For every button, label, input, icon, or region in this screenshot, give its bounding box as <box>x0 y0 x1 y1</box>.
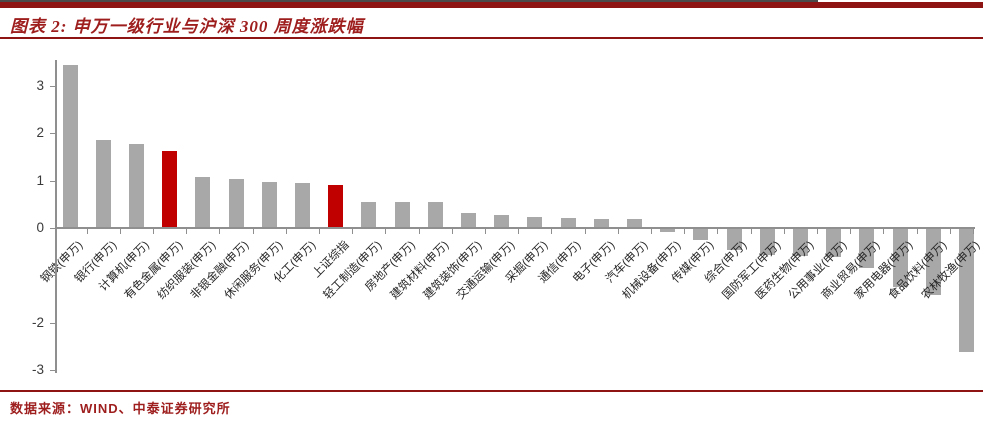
y-tick <box>50 133 55 135</box>
y-tick-label: 0 <box>36 220 44 235</box>
bar-10 <box>361 201 377 228</box>
x-tick <box>684 229 686 234</box>
bar-11 <box>394 202 410 228</box>
bar-24 <box>826 228 842 257</box>
bar-27 <box>925 228 941 296</box>
bar-3 <box>128 144 144 228</box>
bar-4 <box>162 150 178 228</box>
header-accent-bar <box>0 2 983 8</box>
x-tick <box>86 229 88 234</box>
bar-18 <box>626 219 642 228</box>
bar-20 <box>693 228 709 240</box>
x-tick <box>319 229 320 234</box>
y-tick-label: 1 <box>36 172 44 188</box>
x-tick <box>817 229 818 234</box>
bar-26 <box>892 228 908 288</box>
y-axis <box>55 60 57 373</box>
title-underline <box>0 37 983 39</box>
x-tick <box>285 229 287 234</box>
bar-2 <box>95 140 111 228</box>
x-tick <box>551 229 553 234</box>
x-tick <box>584 229 586 234</box>
x-tick <box>883 229 885 234</box>
x-tick <box>916 229 918 234</box>
bar-16 <box>560 217 576 228</box>
x-tick <box>750 229 752 234</box>
x-tick <box>651 229 652 234</box>
y-tick-label: -2 <box>31 314 44 330</box>
y-tick <box>50 275 55 277</box>
x-tick <box>973 229 974 234</box>
bar-8 <box>294 183 310 228</box>
bar-23 <box>792 228 808 256</box>
bar-22 <box>759 228 775 255</box>
footer-divider <box>0 390 983 392</box>
bar-chart: 钢铁(申万) 银行(申万) 计算机(申万) 有色金属(申万) 纺织服装(申万) 非银金融(… <box>0 45 983 390</box>
bar-7 <box>261 181 277 228</box>
x-tick <box>352 229 354 234</box>
x-tick <box>617 229 619 234</box>
x-tick <box>949 229 951 234</box>
top-border-strip <box>0 0 818 2</box>
x-tick <box>717 229 719 234</box>
x-tick <box>119 229 121 234</box>
bar-25 <box>859 228 875 269</box>
bar-21 <box>726 228 742 250</box>
x-tick <box>186 229 188 234</box>
x-tick <box>418 229 420 234</box>
x-tick <box>518 229 520 234</box>
bar-28 <box>958 228 974 352</box>
y-tick <box>50 228 55 229</box>
bar-19 <box>660 228 676 232</box>
bar-13 <box>460 212 476 228</box>
y-tick-label: -3 <box>31 361 44 377</box>
x-tick <box>850 229 852 234</box>
bar-12 <box>427 202 443 228</box>
y-tick <box>50 322 55 324</box>
bar-1 <box>62 64 78 228</box>
x-tick <box>153 229 154 234</box>
bar-9 <box>328 185 344 228</box>
bar-6 <box>228 178 244 228</box>
x-axis <box>55 227 975 229</box>
bar-14 <box>494 215 510 228</box>
bar-15 <box>527 217 543 228</box>
x-tick <box>252 229 254 234</box>
y-tick <box>50 180 55 182</box>
y-tick <box>50 369 55 371</box>
y-tick-label: 3 <box>36 78 44 94</box>
y-tick-label: 2 <box>36 125 44 141</box>
x-tick <box>385 229 387 234</box>
x-tick <box>451 229 453 234</box>
x-tick <box>485 229 486 234</box>
x-tick <box>783 229 785 234</box>
figure-title: 图表 2: 申万一级行业与沪深 300 周度涨跌幅 <box>10 17 364 36</box>
y-tick <box>50 86 55 88</box>
x-tick <box>219 229 221 234</box>
bar-17 <box>593 218 609 228</box>
bar-5 <box>195 176 211 228</box>
data-source-note: 数据来源：WIND、中泰证券研究所 <box>10 401 231 416</box>
